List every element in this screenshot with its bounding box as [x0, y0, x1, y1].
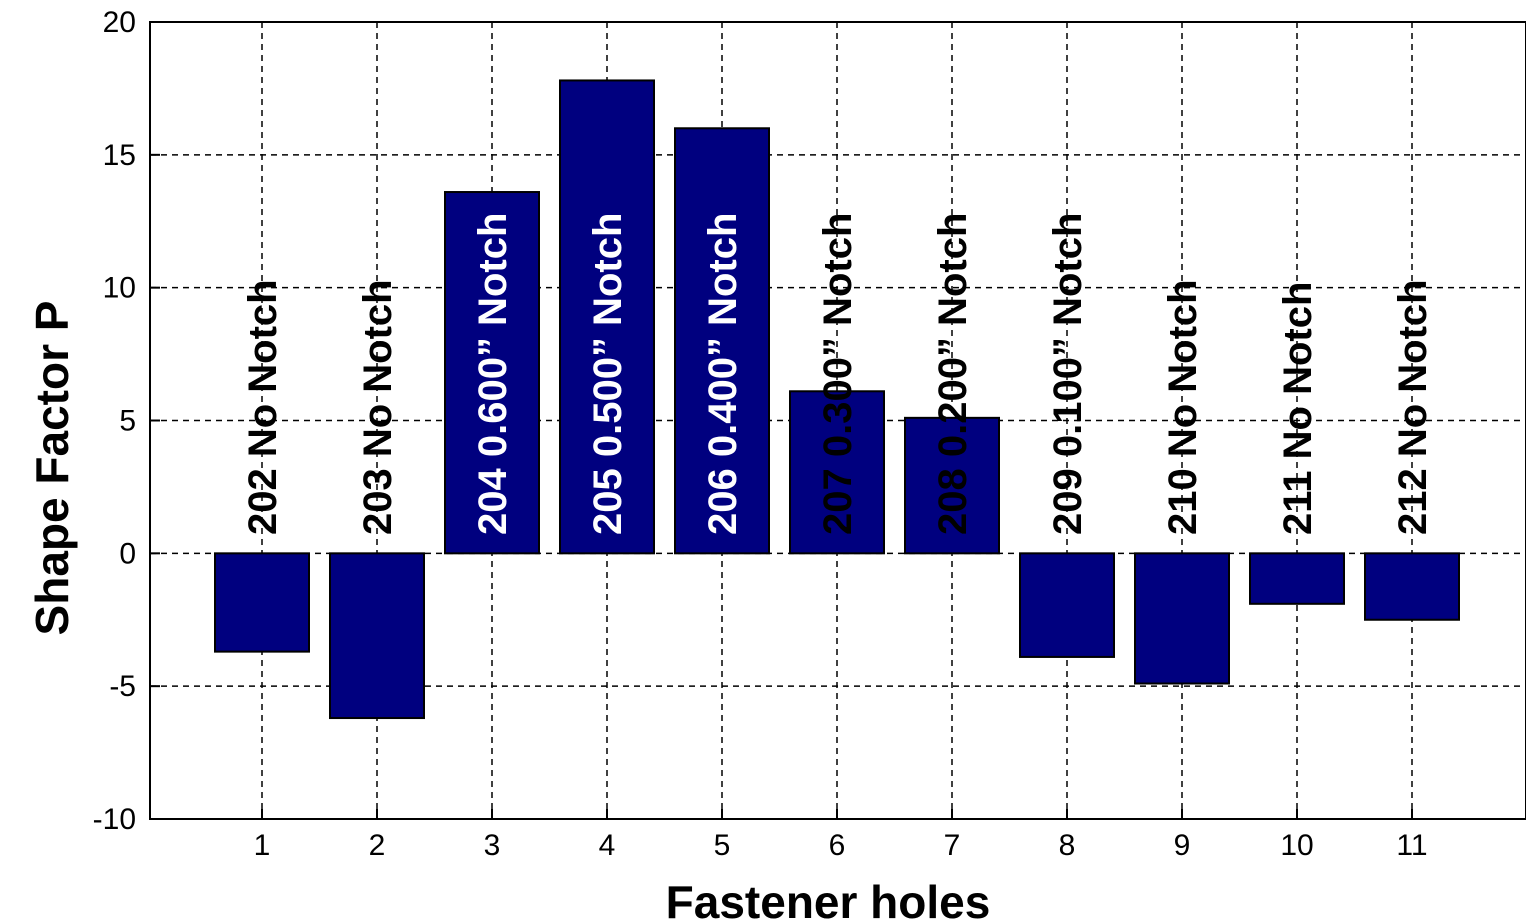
y-tick-label: 15 [103, 139, 136, 172]
bar-label: 212 No Notch [1391, 279, 1435, 535]
bar [1019, 552, 1115, 658]
bar-label: 202 No Notch [241, 279, 285, 535]
bars [214, 79, 1460, 720]
x-tick-label: 8 [1059, 829, 1076, 862]
bar-label: 210 No Notch [1161, 279, 1205, 535]
bar-label: 204 0.600” Notch [471, 213, 515, 535]
x-tick-label: 10 [1280, 829, 1313, 862]
y-tick-label: -10 [93, 803, 136, 836]
bar-label: 211 No Notch [1276, 282, 1320, 535]
bar-label: 208 0.200” Notch [931, 213, 975, 535]
y-tick-label: -5 [109, 670, 136, 703]
x-tick-label: 7 [944, 829, 961, 862]
x-tick-label: 1 [254, 829, 271, 862]
x-axis-title: Fastener holes [666, 876, 991, 924]
bar [674, 127, 770, 555]
bar [1134, 552, 1230, 685]
bar-label: 207 0.300” Notch [816, 213, 860, 535]
bar [1364, 552, 1460, 621]
bar-label: 205 0.500” Notch [586, 213, 630, 535]
x-tick-label: 2 [369, 829, 386, 862]
y-tick-label: 20 [103, 6, 136, 39]
bar [444, 191, 540, 555]
bar [904, 416, 1000, 555]
y-tick-label: 0 [119, 537, 136, 570]
x-tick-label: 5 [714, 829, 731, 862]
bar [559, 79, 655, 555]
bar [1249, 552, 1345, 605]
bar [214, 552, 310, 653]
x-tick-label: 3 [484, 829, 501, 862]
x-tick-label: 11 [1396, 829, 1427, 862]
y-axis-title: Shape Factor P [26, 301, 78, 636]
x-tick-label: 4 [599, 829, 616, 862]
y-tick-label: 5 [119, 405, 136, 438]
bar-label: 203 No Notch [356, 279, 400, 535]
bar [789, 390, 885, 555]
bar-labels: 202 No Notch 203 No Notch 204 0.600” Notch… [241, 213, 1435, 535]
x-axis-ticks: 1 2 3 4 5 6 7 8 9 10 11 [254, 809, 1428, 862]
y-tick-label: 10 [103, 272, 136, 305]
y-axis-ticks: -10 -5 0 5 10 15 20 [93, 6, 160, 836]
x-tick-label: 6 [829, 829, 846, 862]
bar [329, 552, 425, 720]
bar-label: 209 0.100” Notch [1046, 213, 1090, 535]
x-tick-label: 9 [1174, 829, 1191, 862]
bar-label: 206 0.400” Notch [701, 213, 745, 535]
